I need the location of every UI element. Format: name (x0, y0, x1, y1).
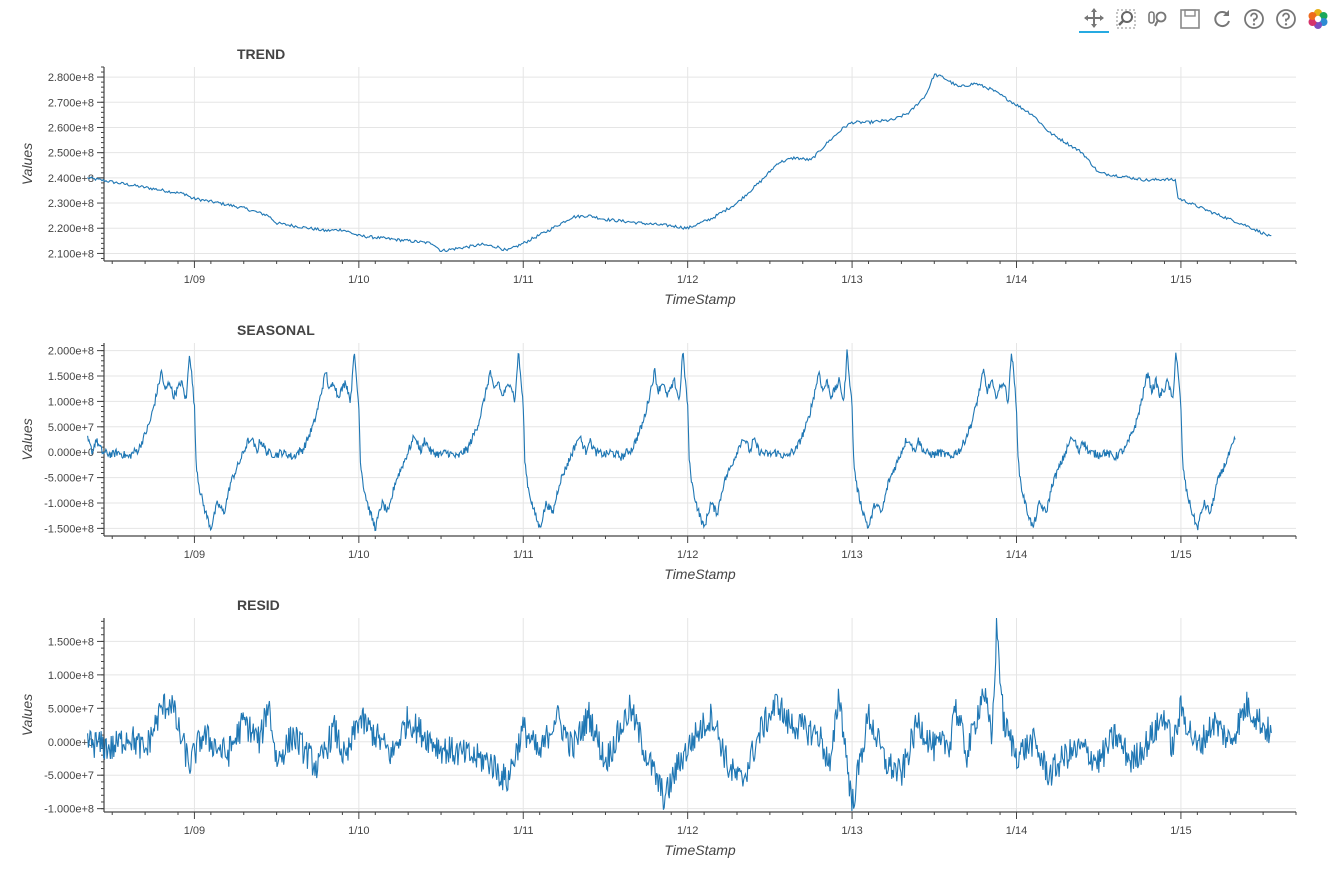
y-tick-label: -1.000e+8 (44, 498, 94, 510)
y-axis-label: Values (19, 694, 35, 736)
help-icon (1276, 9, 1296, 29)
help-icon (1244, 9, 1264, 29)
x-tick-label: 1/11 (513, 825, 534, 837)
y-tick-label: -1.000e+8 (44, 804, 94, 816)
x-tick-label: 1/11 (513, 549, 534, 561)
x-tick-label: 1/12 (677, 549, 698, 561)
y-tick-label: 2.500e+8 (48, 148, 94, 160)
y-tick-label: -1.500e+8 (44, 523, 94, 535)
wheel-zoom-tool[interactable] (1143, 5, 1173, 33)
y-tick-label: 1.500e+8 (48, 371, 94, 383)
y-tick-label: 2.200e+8 (48, 223, 94, 235)
x-tick-label: 1/15 (1170, 825, 1191, 837)
trend-title: TREND (237, 46, 285, 62)
y-tick-label: 5.000e+7 (48, 703, 94, 715)
x-tick-label: 1/12 (677, 274, 698, 286)
y-axis-label: Values (19, 143, 35, 185)
trend-series-line (87, 73, 1272, 253)
x-tick-label: 1/09 (184, 825, 205, 837)
reset-tool[interactable] (1207, 5, 1237, 33)
help-tool[interactable] (1271, 5, 1301, 33)
y-tick-label: 2.600e+8 (48, 122, 94, 134)
y-tick-label: 0.000e+0 (48, 737, 94, 749)
y-tick-label: 2.100e+8 (48, 248, 94, 260)
move-icon (1084, 8, 1104, 28)
y-tick-label: 1.000e+8 (48, 670, 94, 682)
x-tick-label: 1/14 (1006, 825, 1027, 837)
hover-help-tool[interactable] (1239, 5, 1269, 33)
y-tick-label: 2.800e+8 (48, 72, 94, 84)
x-tick-label: 1/10 (348, 825, 369, 837)
trend-chart[interactable]: 2.100e+8 2.200e+8 2.300e+8 2.400e+8 2.500e+8… (19, 46, 1297, 307)
x-tick-label: 1/10 (348, 274, 369, 286)
reset-icon (1214, 10, 1230, 28)
x-tick-label: 1/14 (1006, 274, 1027, 286)
y-tick-label: 0.000e+0 (48, 447, 94, 459)
x-tick-label: 1/11 (513, 274, 534, 286)
y-tick-label: 2.000e+8 (48, 346, 94, 358)
x-tick-label: 1/13 (841, 274, 862, 286)
box-zoom-tool[interactable] (1111, 5, 1141, 33)
bokeh-logo-icon (1308, 9, 1328, 29)
x-tick-label: 1/13 (841, 549, 862, 561)
x-tick-label: 1/09 (184, 274, 205, 286)
save-icon (1180, 9, 1200, 29)
x-tick-label: 1/09 (184, 549, 205, 561)
resid-title: RESID (237, 597, 280, 613)
save-tool[interactable] (1175, 5, 1205, 33)
x-axis-label: TimeStamp (664, 291, 736, 307)
seasonal-title: SEASONAL (237, 322, 315, 338)
x-tick-label: 1/15 (1170, 274, 1191, 286)
seasonal-chart[interactable]: -1.500e+8 -1.000e+8 -5.000e+7 0.000e+0 5.000… (19, 322, 1297, 582)
bokeh-toolbar (1079, 5, 1333, 33)
pan-tool[interactable] (1079, 5, 1109, 33)
seasonal-series-line (87, 349, 1236, 532)
resid-chart[interactable]: -1.000e+8 -5.000e+7 0.000e+0 5.000e+7 1.000e… (19, 597, 1297, 858)
y-tick-label: 1.000e+8 (48, 396, 94, 408)
x-tick-label: 1/15 (1170, 549, 1191, 561)
x-axis-label: TimeStamp (664, 566, 736, 582)
y-tick-label: 2.700e+8 (48, 97, 94, 109)
wheel-zoom-icon (1148, 11, 1167, 27)
x-axis-label: TimeStamp (664, 842, 736, 858)
y-tick-label: -5.000e+7 (44, 770, 94, 782)
x-tick-label: 1/13 (841, 825, 862, 837)
x-tick-label: 1/12 (677, 825, 698, 837)
y-tick-label: 5.000e+7 (48, 422, 94, 434)
y-tick-label: 2.400e+8 (48, 173, 94, 185)
box-zoom-icon (1116, 9, 1136, 29)
resid-series-line (87, 617, 1272, 812)
bokeh-logo[interactable] (1303, 5, 1333, 33)
y-tick-label: 1.500e+8 (48, 636, 94, 648)
y-tick-label: 2.300e+8 (48, 198, 94, 210)
x-tick-label: 1/10 (348, 549, 369, 561)
x-tick-label: 1/14 (1006, 549, 1027, 561)
y-axis-label: Values (19, 418, 35, 460)
y-tick-label: -5.000e+7 (44, 473, 94, 485)
